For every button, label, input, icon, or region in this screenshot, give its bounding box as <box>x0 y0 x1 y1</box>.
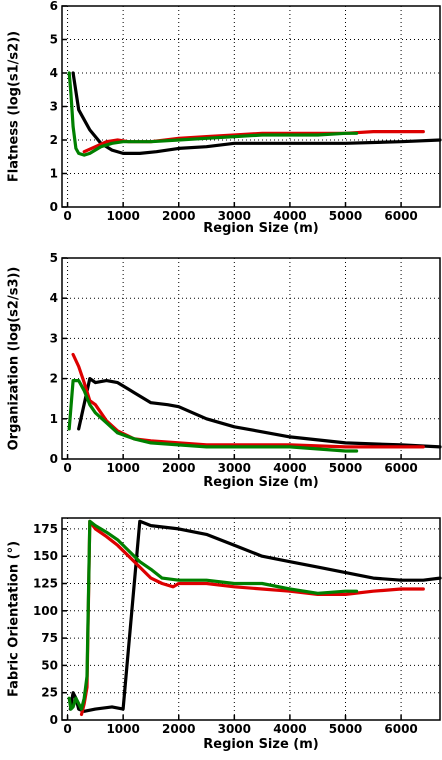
flatness-xtick-label: 6000 <box>384 209 417 223</box>
flatness-y-axis-label: Flatness (log(s1/s2)) <box>7 31 22 182</box>
organization-xtick-label: 1000 <box>106 461 139 475</box>
organization-series-black-line <box>77 377 442 449</box>
fabric-orientation-ytick-label: 150 <box>33 549 58 563</box>
fabric-orientation-x-axis-label: Region Size (m) <box>203 737 318 752</box>
organization-series-green-line <box>67 379 359 453</box>
fabric-orientation-panel: 0 1000 2000 3000 4000 5000 6000 0 25 50 75 100 125 15… <box>7 517 442 752</box>
organization-ytick-label: 3 <box>50 331 58 345</box>
flatness-ytick-label: 5 <box>50 33 58 47</box>
organization-y-axis-label: Organization (log(s2/s3)) <box>7 267 22 451</box>
flatness-series-green-line <box>67 71 359 157</box>
fabric-orientation-ytick-label: 0 <box>50 713 58 727</box>
fabric-orientation-xtick-label: 6000 <box>384 722 417 736</box>
fabric-orientation-xtick-label: 0 <box>63 722 71 736</box>
organization-series-red-line <box>71 352 425 449</box>
organization-panel: 0 1000 2000 3000 4000 5000 6000 0 1 2 3 4 5 Region Si… <box>7 251 442 490</box>
flatness-ytick-label: 0 <box>50 200 58 214</box>
flatness-ytick-label: 1 <box>50 167 58 181</box>
flatness-xtick-label: 2000 <box>162 209 195 223</box>
organization-ytick-label: 5 <box>50 251 58 265</box>
organization-ytick-label: 2 <box>50 372 58 386</box>
organization-xtick-label: 0 <box>63 461 71 475</box>
flatness-xtick-label: 0 <box>63 209 71 223</box>
fabric-orientation-series-green-line <box>67 519 359 711</box>
organization-xtick-label: 6000 <box>384 461 417 475</box>
organization-xtick-label: 5000 <box>329 461 362 475</box>
flatness-ytick-label: 2 <box>50 133 58 147</box>
fabric-orientation-xtick-label: 4000 <box>273 722 306 736</box>
flatness-panel: 0 1000 2000 3000 4000 5000 6000 0 1 2 3 4 5 6 Region S… <box>7 0 442 236</box>
organization-ytick-label: 1 <box>50 412 58 426</box>
fabric-orientation-xtick-label: 5000 <box>329 722 362 736</box>
flatness-x-axis-label: Region Size (m) <box>203 221 318 236</box>
fabric-orientation-xtick-label: 3000 <box>218 722 251 736</box>
flatness-series-black-line <box>71 71 442 155</box>
fabric-orientation-ytick-label: 100 <box>33 604 58 618</box>
organization-xtick-label: 2000 <box>162 461 195 475</box>
organization-xtick-label: 3000 <box>218 461 251 475</box>
fabric-orientation-y-axis-label: Fabric Orientation (°) <box>7 541 22 697</box>
flatness-ytick-label: 3 <box>50 100 58 114</box>
organization-ytick-label: 4 <box>50 291 58 305</box>
fabric-orientation-xtick-label: 1000 <box>106 722 139 736</box>
fabric-orientation-ytick-label: 75 <box>41 631 58 645</box>
flatness-xtick-label: 5000 <box>329 209 362 223</box>
fabric-orientation-plot-frame <box>61 517 441 721</box>
organization-xtick-label: 4000 <box>273 461 306 475</box>
organization-x-axis-label: Region Size (m) <box>203 475 318 490</box>
fabric-orientation-xtick-label: 2000 <box>162 722 195 736</box>
flatness-ytick-label: 4 <box>50 66 58 80</box>
organization-ytick-label: 0 <box>50 452 58 466</box>
fabric-orientation-ytick-label: 125 <box>33 577 58 591</box>
flatness-ytick-label: 6 <box>50 0 58 13</box>
fabric-orientation-ytick-label: 50 <box>41 658 58 672</box>
flatness-xtick-label: 4000 <box>273 209 306 223</box>
flatness-xtick-label: 3000 <box>218 209 251 223</box>
organization-plot-frame <box>61 257 441 460</box>
fabric-orientation-ytick-label: 25 <box>41 686 58 700</box>
fabric-orientation-ytick-label: 175 <box>33 522 58 536</box>
flatness-series-red-line <box>82 130 425 154</box>
flatness-xtick-label: 1000 <box>106 209 139 223</box>
